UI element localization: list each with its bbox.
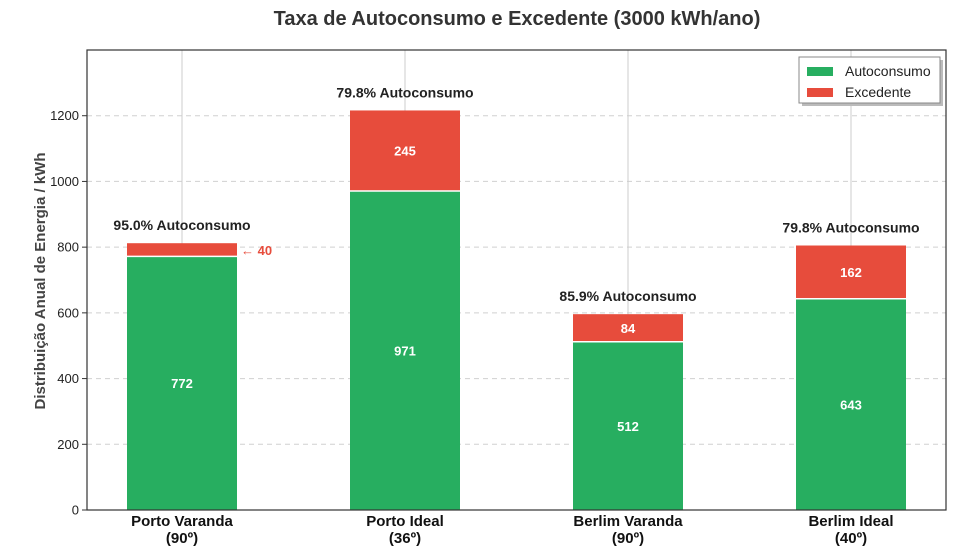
legend-swatch (807, 67, 833, 76)
value-label-autoconsumo: 643 (840, 397, 862, 412)
value-label-excedente: 162 (840, 265, 862, 280)
x-tick-label: Porto Varanda (90º) (131, 513, 233, 547)
x-tick-label: Berlim Varanda (90º) (573, 513, 683, 547)
value-label-excedente: 245 (394, 144, 416, 159)
value-label-autoconsumo: 971 (394, 343, 416, 358)
x-axis-ticks: Porto Varanda (90º)Porto Ideal (36º)Berlim… (131, 513, 893, 547)
y-axis-label: Distribuição Anual de Energia / kWh (32, 153, 49, 410)
bar-excedente (796, 245, 906, 299)
y-tick-label: 800 (57, 240, 79, 255)
bar-autoconsumo (573, 341, 683, 510)
y-tick-label: 600 (57, 305, 79, 320)
legend-entry: Excedente (845, 84, 911, 100)
value-label-autoconsumo: 512 (617, 419, 639, 434)
value-labels: 772 95.0% Autoconsumo 971 245 79.8% Autocons… (113, 84, 919, 433)
y-axis-ticks: 0 200 400 600 800 1000 1200 (50, 108, 87, 518)
value-label-excedente: 84 (621, 321, 636, 336)
legend-swatch (807, 88, 833, 97)
x-tick-label: Berlim Ideal (40º) (808, 513, 893, 547)
bar-excedente (127, 243, 237, 257)
autoconsumo-percentage-label: 95.0% Autoconsumo (113, 217, 250, 233)
y-tick-label: 200 (57, 437, 79, 452)
bars (127, 110, 906, 510)
excedente-arrow-annotation: ← 40 (241, 243, 272, 258)
y-tick-label: 400 (57, 371, 79, 386)
legend: Autoconsumo Excedente (798, 56, 943, 106)
x-tick-label-line: Berlim Varanda (573, 513, 683, 530)
autoconsumo-percentage-label: 85.9% Autoconsumo (559, 288, 696, 304)
legend-entry: Autoconsumo (845, 63, 931, 79)
x-tick-label-line: (36º) (389, 530, 421, 547)
autoconsumo-percentage-label: 79.8% Autoconsumo (336, 84, 473, 100)
value-label-autoconsumo: 772 (171, 376, 193, 391)
x-tick-label-line: (40º) (835, 530, 867, 547)
bar-autoconsumo (350, 190, 460, 510)
autoconsumo-percentage-label: 79.8% Autoconsumo (782, 220, 919, 236)
x-tick-label-line: (90º) (166, 530, 198, 547)
x-tick-label-line: (90º) (612, 530, 644, 547)
x-tick-label: Porto Ideal (36º) (366, 513, 444, 547)
x-tick-label-line: Porto Ideal (366, 513, 444, 530)
y-tick-label: 1000 (50, 174, 79, 189)
chart-title: Taxa de Autoconsumo e Excedente (3000 kW… (274, 8, 761, 30)
plot-frame (86, 49, 947, 511)
bar-autoconsumo (127, 256, 237, 510)
bar-excedente (573, 314, 683, 342)
bar-autoconsumo (796, 298, 906, 510)
x-tick-label-line: Berlim Ideal (808, 513, 893, 530)
x-tick-label-line: Porto Varanda (131, 513, 233, 530)
y-tick-label: 0 (72, 503, 79, 518)
bar-excedente (350, 110, 460, 191)
y-tick-label: 1200 (50, 108, 79, 123)
